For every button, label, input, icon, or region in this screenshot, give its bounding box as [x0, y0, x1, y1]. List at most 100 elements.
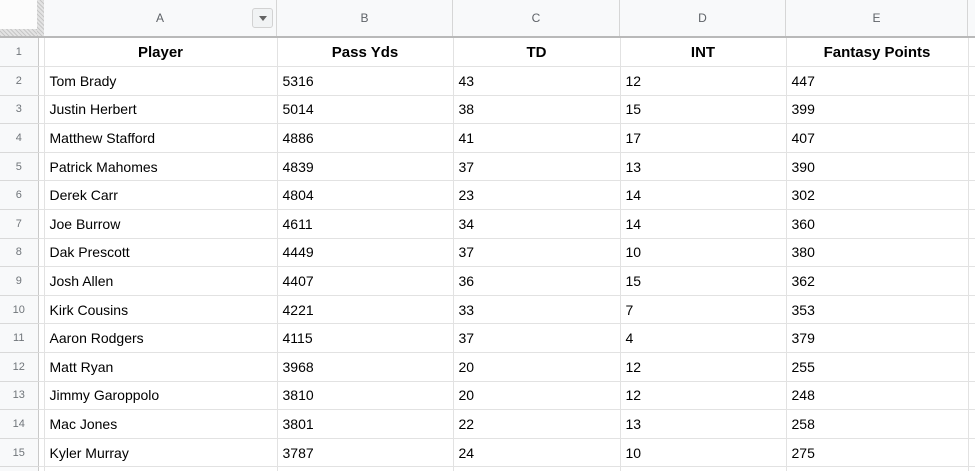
cell-B9[interactable]: 4407 — [277, 266, 454, 296]
cell-D4[interactable]: 17 — [620, 123, 787, 153]
row-header-10[interactable]: 10 — [0, 295, 39, 325]
cell-C14[interactable]: 22 — [453, 409, 621, 439]
cell-E10[interactable]: 353 — [786, 295, 969, 325]
cell-F6-sliver[interactable] — [968, 180, 975, 211]
cell-D14[interactable]: 13 — [620, 409, 787, 439]
cell-D3[interactable]: 15 — [620, 95, 787, 125]
cell-F2-sliver[interactable] — [968, 66, 975, 96]
cell-F14-sliver[interactable] — [968, 409, 975, 439]
cell-B2[interactable]: 5316 — [277, 66, 454, 96]
cell-E5[interactable]: 390 — [786, 152, 969, 182]
cell-E15[interactable]: 275 — [786, 438, 969, 468]
cell-D[interactable] — [620, 466, 787, 471]
row-header-15[interactable]: 15 — [0, 438, 39, 468]
cell-E8[interactable]: 380 — [786, 238, 969, 268]
cell-A1[interactable]: Player — [44, 38, 278, 68]
row-header-7[interactable]: 7 — [0, 209, 39, 239]
row-header-6[interactable]: 6 — [0, 180, 39, 211]
cell-D12[interactable]: 12 — [620, 352, 787, 382]
column-header-e[interactable]: E — [786, 0, 968, 36]
cell-B6[interactable]: 4804 — [277, 180, 454, 211]
cell-F12-sliver[interactable] — [968, 352, 975, 382]
cell-A10[interactable]: Kirk Cousins — [44, 295, 278, 325]
cell-A5[interactable]: Patrick Mahomes — [44, 152, 278, 182]
cell-C6[interactable]: 23 — [453, 180, 621, 211]
cell-E14[interactable]: 258 — [786, 409, 969, 439]
row-header-13[interactable]: 13 — [0, 381, 39, 411]
cell-B12[interactable]: 3968 — [277, 352, 454, 382]
cell-F-sliver[interactable] — [968, 466, 975, 471]
cell-C5[interactable]: 37 — [453, 152, 621, 182]
column-header-c[interactable]: C — [453, 0, 620, 36]
cell-D6[interactable]: 14 — [620, 180, 787, 211]
cell-D1[interactable]: INT — [620, 38, 787, 68]
cell-E13[interactable]: 248 — [786, 381, 969, 411]
cell-B1[interactable]: Pass Yds — [277, 38, 454, 68]
cell-F3-sliver[interactable] — [968, 95, 975, 125]
cell-F15-sliver[interactable] — [968, 438, 975, 468]
cell-D11[interactable]: 4 — [620, 323, 787, 354]
cell-C9[interactable]: 36 — [453, 266, 621, 296]
cell-E7[interactable]: 360 — [786, 209, 969, 239]
cell-F13-sliver[interactable] — [968, 381, 975, 411]
cell-B5[interactable]: 4839 — [277, 152, 454, 182]
row-header-2[interactable]: 2 — [0, 66, 39, 96]
row-header-1[interactable]: 1 — [0, 38, 39, 68]
cell-B7[interactable]: 4611 — [277, 209, 454, 239]
cell-A6[interactable]: Derek Carr — [44, 180, 278, 211]
cell-E9[interactable]: 362 — [786, 266, 969, 296]
cell-A4[interactable]: Matthew Stafford — [44, 123, 278, 153]
cell-B[interactable] — [277, 466, 454, 471]
cell-D7[interactable]: 14 — [620, 209, 787, 239]
row-header-9[interactable]: 9 — [0, 266, 39, 296]
cell-A14[interactable]: Mac Jones — [44, 409, 278, 439]
row-header-14[interactable]: 14 — [0, 409, 39, 439]
cell-A9[interactable]: Josh Allen — [44, 266, 278, 296]
cell-E11[interactable]: 379 — [786, 323, 969, 354]
cell-A13[interactable]: Jimmy Garoppolo — [44, 381, 278, 411]
cell-C2[interactable]: 43 — [453, 66, 621, 96]
cell-B10[interactable]: 4221 — [277, 295, 454, 325]
row-header-3[interactable]: 3 — [0, 95, 39, 125]
cell-E1[interactable]: Fantasy Points — [786, 38, 969, 68]
cell-C15[interactable]: 24 — [453, 438, 621, 468]
cell-C1[interactable]: TD — [453, 38, 621, 68]
cell-F11-sliver[interactable] — [968, 323, 975, 354]
cell-A8[interactable]: Dak Prescott — [44, 238, 278, 268]
cell-F9-sliver[interactable] — [968, 266, 975, 296]
column-a-dropdown-button[interactable] — [252, 8, 273, 28]
cell-D8[interactable]: 10 — [620, 238, 787, 268]
row-header-4[interactable]: 4 — [0, 123, 39, 153]
cell-F10-sliver[interactable] — [968, 295, 975, 325]
cell-A2[interactable]: Tom Brady — [44, 66, 278, 96]
column-header-a[interactable]: A — [44, 0, 277, 36]
cell-B8[interactable]: 4449 — [277, 238, 454, 268]
cell-A7[interactable]: Joe Burrow — [44, 209, 278, 239]
cell-C4[interactable]: 41 — [453, 123, 621, 153]
cell-E3[interactable]: 399 — [786, 95, 969, 125]
row-header-11[interactable]: 11 — [0, 323, 39, 354]
cell-C11[interactable]: 37 — [453, 323, 621, 354]
cell-E2[interactable]: 447 — [786, 66, 969, 96]
cell-F7-sliver[interactable] — [968, 209, 975, 239]
row-header-[interactable] — [0, 466, 39, 471]
cell-C13[interactable]: 20 — [453, 381, 621, 411]
cell-C3[interactable]: 38 — [453, 95, 621, 125]
cell-F8-sliver[interactable] — [968, 238, 975, 268]
cell-C12[interactable]: 20 — [453, 352, 621, 382]
column-header-f-sliver[interactable] — [968, 0, 975, 36]
row-header-5[interactable]: 5 — [0, 152, 39, 182]
cell-E4[interactable]: 407 — [786, 123, 969, 153]
column-header-d[interactable]: D — [620, 0, 786, 36]
cell-B3[interactable]: 5014 — [277, 95, 454, 125]
cell-C8[interactable]: 37 — [453, 238, 621, 268]
cell-D9[interactable]: 15 — [620, 266, 787, 296]
cell-D10[interactable]: 7 — [620, 295, 787, 325]
cell-D5[interactable]: 13 — [620, 152, 787, 182]
cell-E[interactable] — [786, 466, 969, 471]
cell-B4[interactable]: 4886 — [277, 123, 454, 153]
cell-C7[interactable]: 34 — [453, 209, 621, 239]
column-header-b[interactable]: B — [277, 0, 453, 36]
cell-B14[interactable]: 3801 — [277, 409, 454, 439]
cell-E6[interactable]: 302 — [786, 180, 969, 211]
